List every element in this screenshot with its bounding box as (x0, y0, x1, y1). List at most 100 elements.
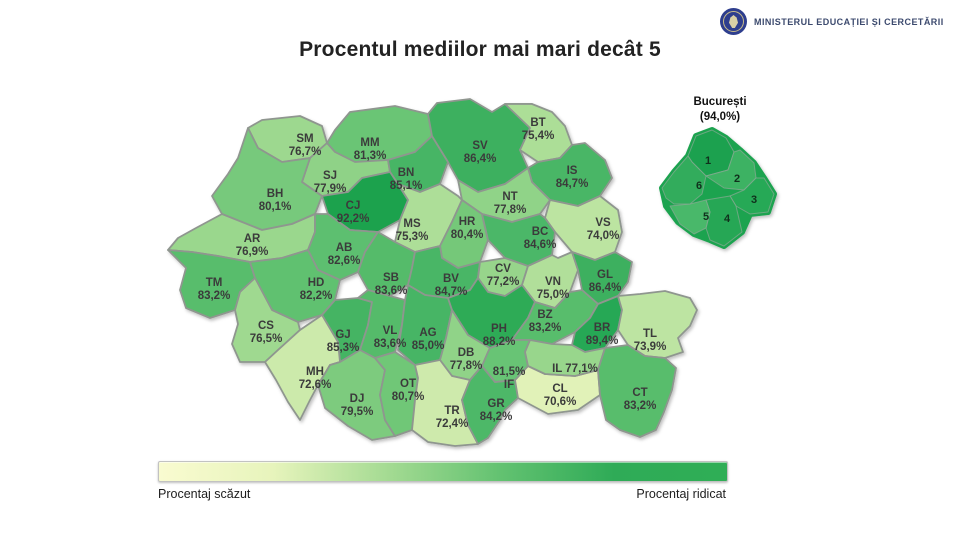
county-label-il: IL 77,1% (552, 363, 598, 375)
bucharest-sector-number: 3 (751, 194, 757, 206)
bucharest-sector-number: 2 (734, 173, 740, 185)
legend-high-label: Procentaj ridicat (636, 487, 726, 501)
county-label-ot: 80,7% (392, 391, 425, 403)
county-label-gj: GJ (335, 329, 350, 341)
county-label-db: DB (458, 347, 475, 359)
county-label-gr: GR (487, 398, 505, 410)
county-label-br: BR (594, 322, 611, 334)
county-label-br: 89,4% (586, 335, 619, 347)
county-label-is: IS (567, 165, 578, 177)
county-label-gl: GL (597, 269, 613, 281)
county-label-cv: CV (495, 263, 511, 275)
county-label-vl: VL (383, 325, 398, 337)
county-label-sj: SJ (323, 170, 337, 182)
bucharest-sector-5 (669, 199, 711, 235)
county-label-cs: CS (258, 320, 274, 332)
county-label-sm: 76,7% (289, 146, 322, 158)
county-label-if: 81,5% (493, 366, 526, 378)
county-label-ct: CT (632, 387, 647, 399)
bucharest-sector-number: 1 (705, 155, 711, 167)
county-label-tl: TL (643, 328, 657, 340)
county-label-hr: 80,4% (451, 229, 484, 241)
county-label-ph: PH (491, 323, 507, 335)
county-label-bt: BT (530, 117, 545, 129)
county-label-gj: 85,3% (327, 342, 360, 354)
bucharest-percentage: (94,0%) (700, 111, 740, 123)
county-label-bn: BN (398, 167, 415, 179)
bucharest-sector-2 (705, 149, 757, 191)
county-label-ab: 82,6% (328, 255, 361, 267)
county-label-tr: TR (444, 405, 460, 417)
counties-layer (167, 98, 698, 447)
ministry-seal-icon (720, 8, 747, 35)
county-label-vs: VS (595, 217, 611, 229)
county-label-sv: 86,4% (464, 153, 497, 165)
county-label-ot: OT (400, 378, 416, 390)
county-label-bv: BV (443, 273, 459, 285)
county-tl (617, 290, 698, 359)
county-label-nt: 77,8% (494, 204, 527, 216)
county-label-ms: MS (403, 218, 421, 230)
county-label-hd: HD (308, 277, 325, 289)
bucharest-sector-number: 6 (696, 180, 702, 192)
county-label-bz: 83,2% (529, 322, 562, 334)
county-label-dj: DJ (350, 393, 365, 405)
county-label-ct: 83,2% (624, 400, 657, 412)
county-bc (481, 213, 556, 267)
ministry-brand: MINISTERUL EDUCAȚIEI ȘI CERCETĂRII (720, 8, 944, 35)
county-label-dj: 79,5% (341, 406, 374, 418)
county-label-sb: 83,6% (375, 285, 408, 297)
county-label-db: 77,8% (450, 360, 483, 372)
county-ct (597, 344, 677, 438)
county-label-bc: 84,6% (524, 239, 557, 251)
legend-gradient-bar (158, 461, 728, 482)
county-label-tr: 72,4% (436, 418, 469, 430)
ministry-name: MINISTERUL EDUCAȚIEI ȘI CERCETĂRII (754, 16, 944, 27)
county-label-bh: BH (267, 188, 284, 200)
county-label-hr: HR (459, 216, 476, 228)
county-label-ms: 75,3% (396, 231, 429, 243)
county-label-if: IF (504, 379, 514, 391)
county-label-cj: CJ (346, 200, 361, 212)
county-label-cj: 92,2% (337, 213, 370, 225)
county-label-gr: 84,2% (480, 411, 513, 423)
county-label-mh: MH (306, 366, 324, 378)
bucharest-sector-number: 5 (703, 211, 709, 223)
county-label-mh: 72,6% (299, 379, 332, 391)
legend-low-label: Procentaj scăzut (158, 487, 251, 501)
county-label-mm: MM (360, 137, 379, 149)
county-sb (357, 231, 416, 297)
bucharest-sector-number: 4 (724, 213, 731, 225)
county-label-tm: TM (206, 277, 223, 289)
county-label-is: 84,7% (556, 178, 589, 190)
county-label-bn: 85,1% (390, 180, 423, 192)
county-label-sb: SB (383, 272, 399, 284)
county-label-bh: 80,1% (259, 201, 292, 213)
county-label-vs: 74,0% (587, 230, 620, 242)
county-label-nt: NT (502, 191, 517, 203)
county-label-sm: SM (296, 133, 313, 145)
county-label-cv: 77,2% (487, 276, 520, 288)
county-label-sv: SV (472, 140, 488, 152)
county-label-ab: AB (336, 242, 353, 254)
county-label-bt: 75,4% (522, 130, 555, 142)
county-label-bv: 84,7% (435, 286, 468, 298)
county-label-vl: 83,6% (374, 338, 407, 350)
bucharest-inset (659, 127, 777, 249)
county-label-ag: 85,0% (412, 340, 445, 352)
county-label-sj: 77,9% (314, 183, 347, 195)
bucharest-title: București (693, 96, 746, 108)
county-label-cl: 70,6% (544, 396, 577, 408)
bucharest-sector-6 (661, 155, 707, 205)
county-label-tm: 83,2% (198, 290, 231, 302)
county-label-mm: 81,3% (354, 150, 387, 162)
county-label-tl: 73,9% (634, 341, 667, 353)
county-label-vn: VN (545, 276, 561, 288)
county-gl (571, 251, 633, 305)
county-label-ar: AR (244, 233, 261, 245)
county-label-cl: CL (552, 383, 567, 395)
